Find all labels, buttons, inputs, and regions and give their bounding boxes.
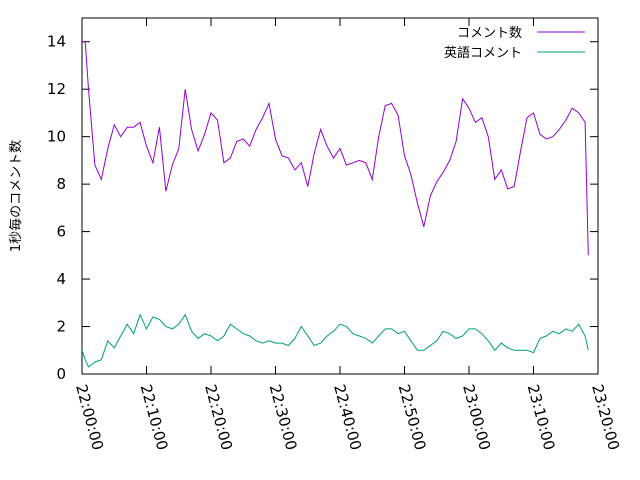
y-tick-label: 2 (56, 318, 66, 336)
y-tick-label: 8 (56, 175, 66, 193)
y-tick-label: 14 (47, 33, 66, 51)
x-tick-label: 23:20:00 (588, 382, 623, 452)
x-tick-label: 23:00:00 (459, 382, 494, 452)
x-tick-label: 22:20:00 (201, 382, 236, 452)
series-line-0 (82, 41, 589, 256)
y-tick-label: 4 (56, 270, 66, 288)
x-tick-label: 22:40:00 (330, 382, 365, 452)
series-layer (81, 41, 589, 368)
x-tick-label: 22:30:00 (266, 382, 301, 452)
y-tick-label: 0 (56, 365, 66, 383)
legend-label: 英語コメント (444, 45, 522, 61)
x-tick-label: 22:50:00 (395, 382, 430, 452)
y-tick-label: 12 (47, 80, 66, 98)
x-tick-label: 23:10:00 (524, 382, 559, 452)
x-tick-label: 22:00:00 (72, 382, 107, 452)
x-axis-ticks: 22:00:00 22:10:00 22:20:00 22:30:00 22:40:00… (72, 18, 623, 452)
legend-label: コメント数 (457, 26, 522, 41)
y-tick-label: 6 (56, 223, 66, 241)
y-tick-label: 10 (47, 128, 66, 146)
y-axis-ticks: 0 2 4 6 8 10 12 14 (47, 33, 598, 383)
x-tick-label: 22:10:00 (137, 382, 172, 452)
y-axis-label: 1秒毎のコメント数 (8, 140, 24, 252)
plot-frame (81, 17, 599, 375)
series-line-1 (81, 313, 589, 368)
